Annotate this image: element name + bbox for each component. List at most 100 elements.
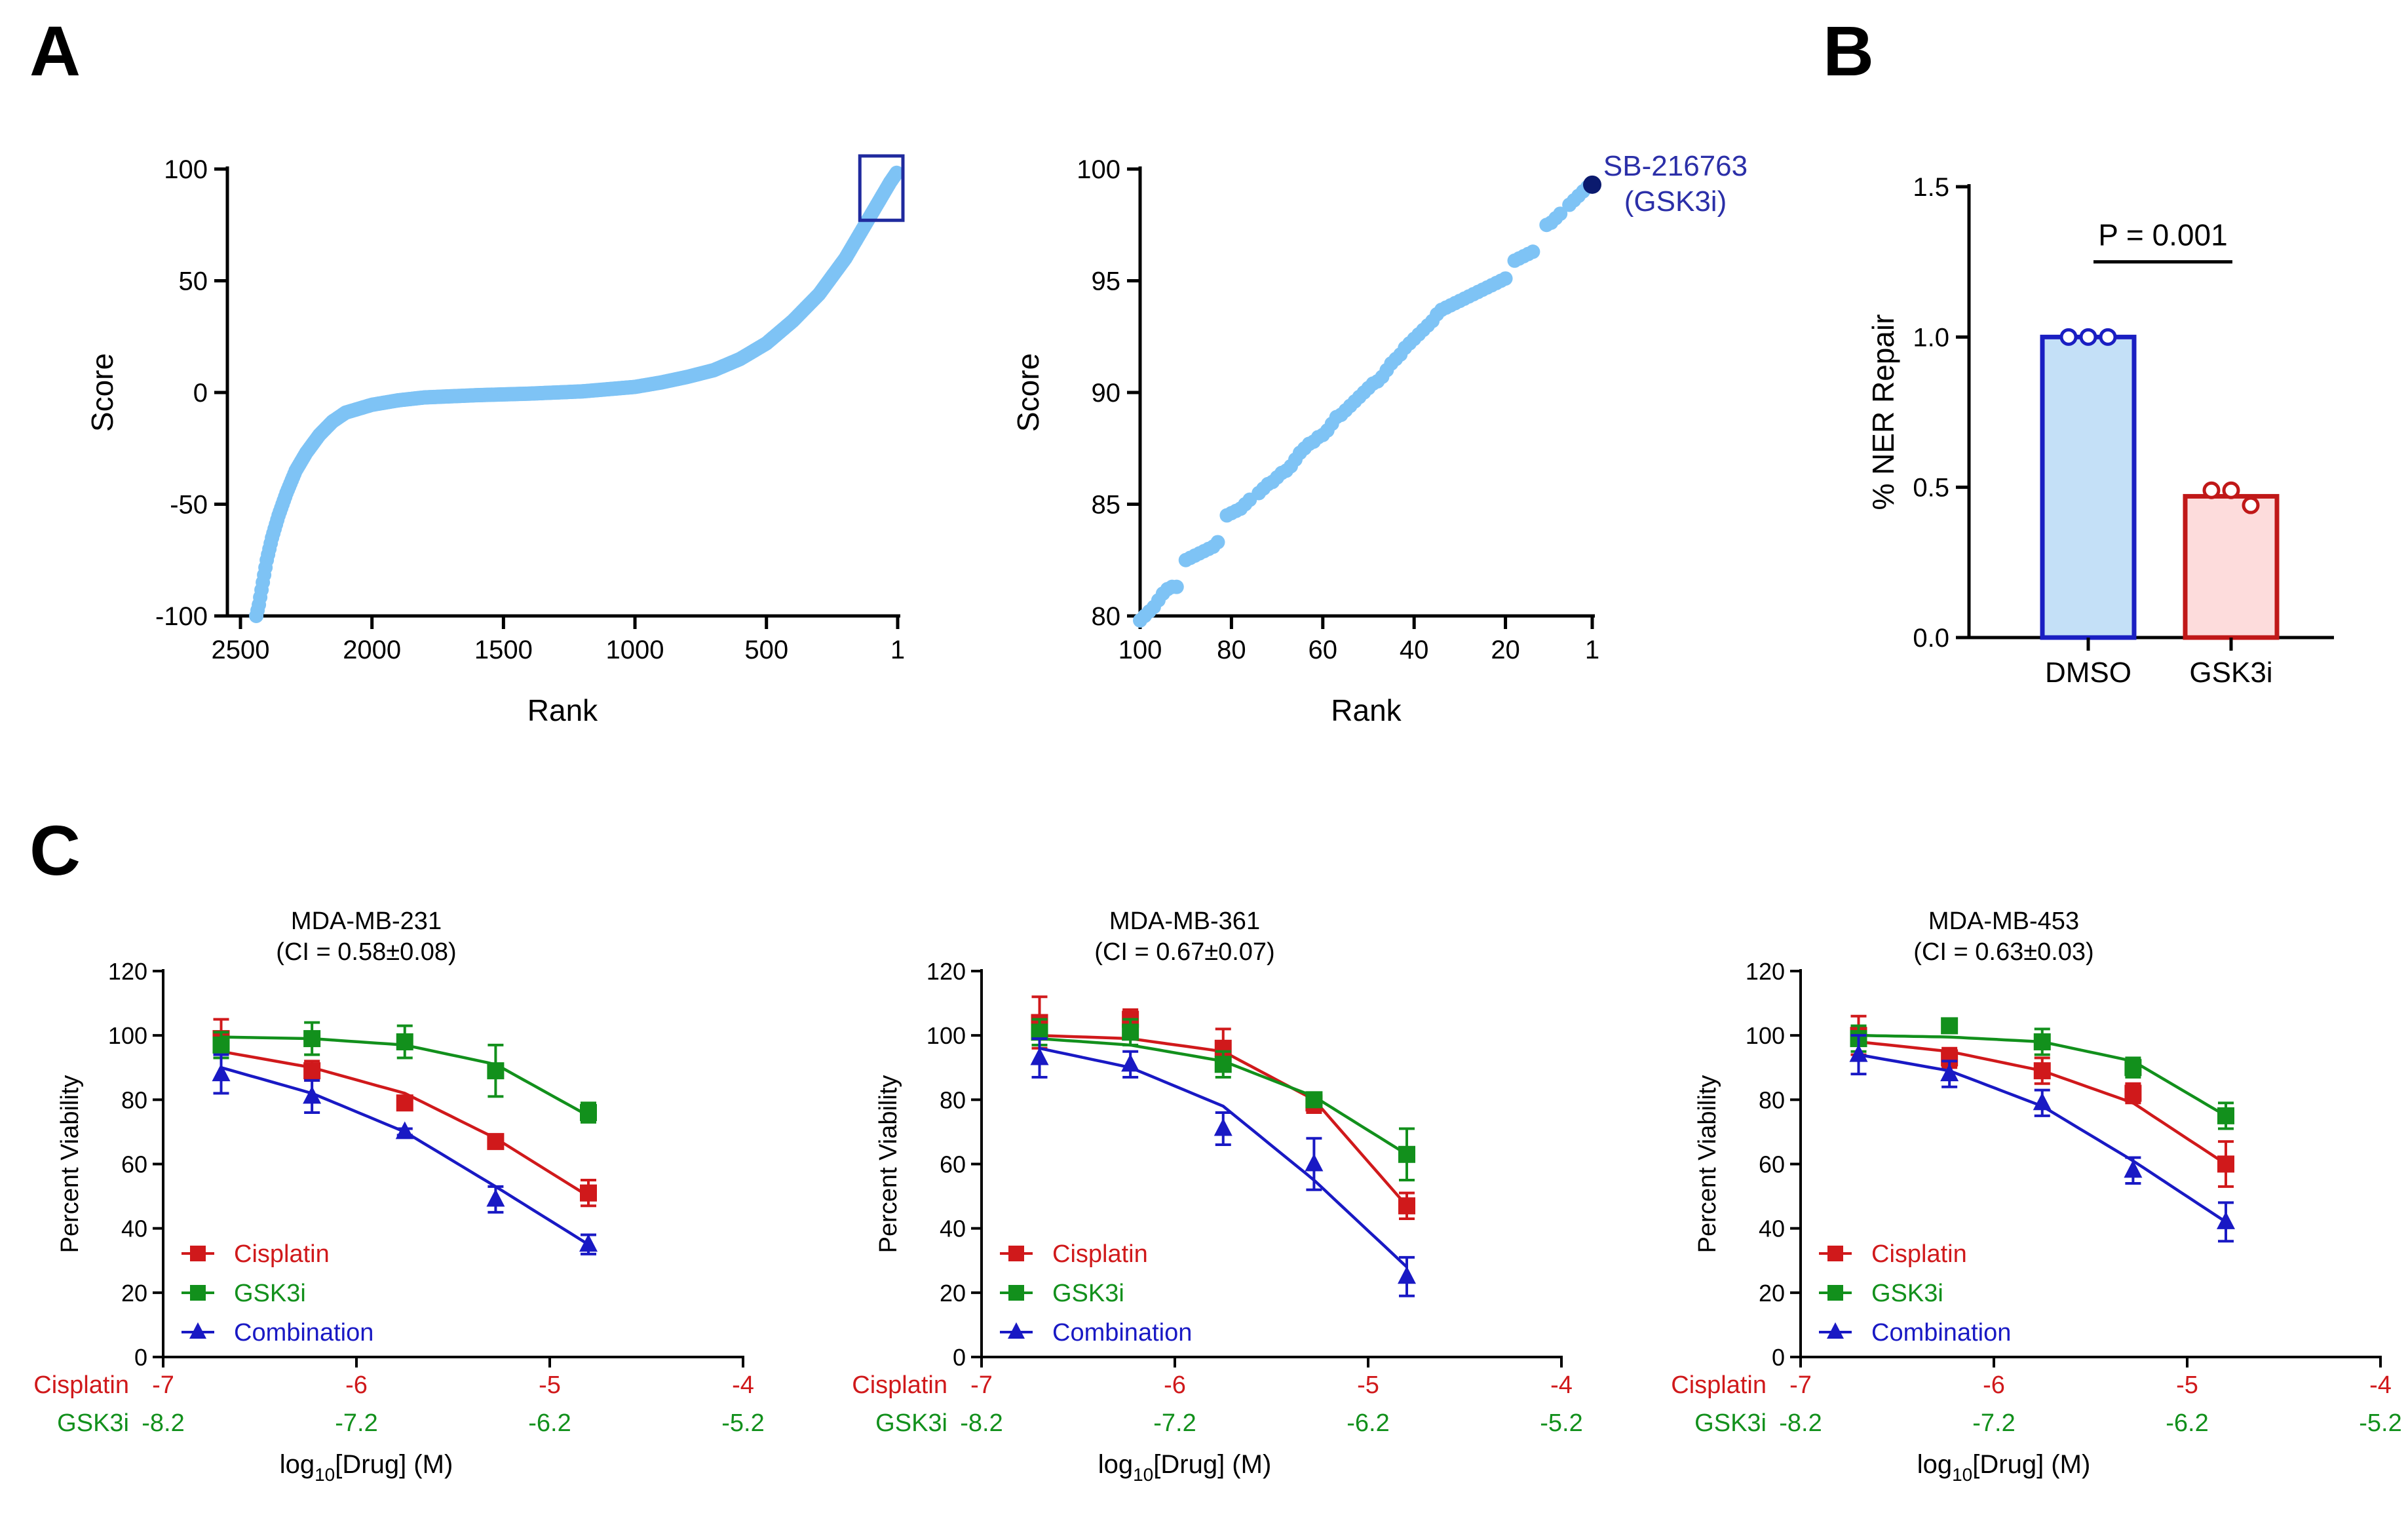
data-point-gsk3i	[303, 1030, 321, 1048]
x-axis-title: log10[Drug] (M)	[1098, 1450, 1272, 1485]
chart-score-vs-rank-full: -100 -50 0 50 100 2500 2000 1500 1000 500 1 Rank Sco…	[85, 154, 905, 727]
x-tick-label-cisplatin: -6	[1983, 1371, 2005, 1399]
x-axis-title-part: 10	[315, 1464, 335, 1485]
data-point-combination	[1030, 1047, 1049, 1065]
legend-marker	[190, 1246, 206, 1261]
chart-score-vs-rank-top100: 80 85 90 95 100 100 80 60 40 20 1 Rank Score SB-21676…	[1011, 150, 1748, 727]
y-tick-label: 20	[121, 1280, 147, 1307]
panel-label-b: B	[1823, 11, 1874, 90]
legend-marker	[1827, 1322, 1844, 1339]
data-point-gsk3i	[1122, 1023, 1139, 1041]
y-tick-label: 80	[1092, 602, 1121, 631]
data-point-combination	[579, 1234, 598, 1252]
y-tick-label: -100	[155, 602, 208, 631]
legend-label: Combination	[234, 1319, 373, 1347]
data-point-combination	[2033, 1092, 2052, 1111]
x-tick-label-gsk3i: -7.2	[335, 1409, 377, 1437]
x-axis-title-part: log	[280, 1450, 315, 1479]
data-points	[1133, 180, 1596, 628]
y-tick-label: 90	[1092, 379, 1121, 408]
data-point	[1553, 206, 1568, 221]
series-cisplatin: Cisplatin	[1819, 1014, 2234, 1268]
y-tick-label: 0	[1772, 1344, 1785, 1371]
chart-subtitle: (CI = 0.67±0.07)	[1094, 938, 1274, 966]
data-point-combination	[486, 1189, 505, 1207]
replicate-point	[2079, 328, 2097, 346]
data-point-gsk3i	[580, 1103, 597, 1121]
y-tick-label: 60	[121, 1151, 147, 1178]
data-point	[1210, 535, 1225, 550]
significance-label: P = 0.001	[2098, 218, 2227, 252]
x-tick-label-cisplatin: -5	[539, 1371, 561, 1399]
annotation-compound-alias: (GSK3i)	[1624, 185, 1727, 218]
x-axis-title-part: log	[1098, 1450, 1133, 1479]
panel-label-c: C	[29, 811, 81, 890]
data-point-combination	[303, 1086, 322, 1104]
x-axis-title-part: 10	[1133, 1464, 1153, 1485]
x-tick-label: 1	[890, 636, 905, 664]
y-axis-title: Percent Viability	[56, 1075, 84, 1253]
series-combination: Combination	[182, 1053, 598, 1347]
data-point-gsk3i	[1941, 1017, 1959, 1035]
x-tick-label-gsk3i: -8.2	[960, 1409, 1003, 1437]
x-tick-label: 1500	[474, 636, 533, 664]
y-tick-label: 100	[1077, 155, 1120, 184]
y-tick-label: 60	[940, 1151, 966, 1178]
y-tick-label: 80	[121, 1086, 147, 1113]
y-tick-label: 0	[134, 1344, 147, 1371]
legend-label: Cisplatin	[234, 1240, 330, 1268]
series-combination: Combination	[1819, 1034, 2235, 1347]
data-point	[1525, 244, 1540, 259]
y-tick-label: 120	[1746, 958, 1785, 985]
y-tick-label: 100	[927, 1022, 966, 1049]
data-point-combination	[2217, 1211, 2235, 1229]
x-tick-label-cisplatin: -4	[1550, 1371, 1573, 1399]
y-tick-label: 95	[1092, 267, 1121, 296]
y-tick-label: 100	[164, 155, 208, 184]
series-cisplatin: Cisplatin	[1000, 995, 1415, 1268]
x-axis-title: Rank	[1331, 693, 1402, 727]
x-axis-title-part: [Drug] (M)	[335, 1450, 453, 1479]
x-tick-label: 2000	[343, 636, 401, 664]
y-tick-label: 20	[940, 1280, 966, 1307]
chart-viability-mda-mb-361: MDA-MB-361 (CI = 0.67±0.07) 0 20 40 60 80 100 12…	[852, 908, 1582, 1485]
chart-title: MDA-MB-231	[291, 908, 442, 935]
data-point-cisplatin	[2217, 1155, 2234, 1173]
series-cisplatin: Cisplatin	[182, 1018, 597, 1268]
x-tick-label: 1	[1585, 636, 1599, 664]
data-point-gsk3i	[2217, 1107, 2234, 1124]
y-axis-title: Score	[85, 353, 119, 432]
legend-label: Cisplatin	[1871, 1240, 1967, 1268]
x-tick-label: 40	[1400, 636, 1429, 664]
annotation-compound-name: SB-216763	[1603, 150, 1748, 182]
data-point-gsk3i	[1398, 1145, 1415, 1163]
x-tick-label-gsk3i: -7.2	[1972, 1409, 2015, 1437]
x-axis-row-label-cisplatin: Cisplatin	[1671, 1371, 1767, 1399]
y-tick-label: 40	[940, 1215, 966, 1242]
x-axis-row-label-cisplatin: Cisplatin	[852, 1371, 947, 1399]
data-point-combination	[1940, 1063, 1959, 1082]
data-point-cisplatin	[396, 1094, 413, 1112]
x-axis-title-part: 10	[1952, 1464, 1972, 1485]
x-tick-label-cisplatin: -4	[732, 1371, 754, 1399]
legend-marker	[190, 1285, 206, 1301]
data-point-gsk3i	[2124, 1059, 2142, 1077]
replicate-point	[2202, 481, 2221, 499]
y-tick-label: 1.5	[1913, 173, 1949, 202]
data-point-gsk3i	[2033, 1033, 2051, 1050]
data-point	[1169, 579, 1184, 594]
x-axis-title-part: log	[1917, 1450, 1952, 1479]
x-axis-title-part: [Drug] (M)	[1153, 1450, 1271, 1479]
data-point-combination	[1398, 1266, 1416, 1284]
x-tick-label: 2500	[212, 636, 270, 664]
x-tick-label-gsk3i: -8.2	[1779, 1409, 1822, 1437]
x-tick-label-cisplatin: -7	[1789, 1371, 1812, 1399]
y-tick-label: 80	[1759, 1086, 1785, 1113]
legend-marker	[1008, 1246, 1024, 1261]
x-tick-label-cisplatin: -5	[2176, 1371, 2198, 1399]
replicate-point	[2059, 328, 2078, 346]
highlight-box	[858, 154, 905, 222]
y-axis-title: % NER Repair	[1866, 314, 1900, 510]
data-point-combination	[2124, 1160, 2143, 1178]
x-axis-row-label-gsk3i: GSK3i	[1694, 1409, 1767, 1437]
